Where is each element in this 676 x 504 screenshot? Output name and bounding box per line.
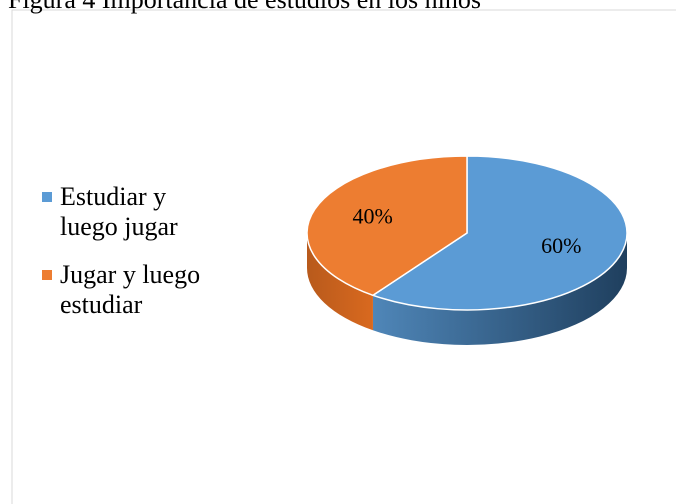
legend: Estudiar y luego jugar Jugar y luego estu…	[40, 182, 220, 338]
legend-item: Estudiar y luego jugar	[40, 182, 220, 242]
legend-swatch	[42, 192, 52, 202]
slice-side	[372, 233, 627, 345]
pie: 60% 40%	[306, 155, 628, 345]
slice	[306, 155, 468, 297]
chart-frame	[11, 9, 676, 504]
legend-label: Estudiar y luego jugar	[60, 182, 178, 241]
legend-label: Jugar y luego estudiar	[60, 260, 201, 319]
slice-side	[307, 233, 373, 331]
data-label: 40%	[352, 203, 392, 228]
chart-title: Figura 4 Importancia de estudios en los …	[8, 0, 481, 14]
slice	[371, 155, 628, 311]
legend-item: Jugar y luego estudiar	[40, 260, 220, 320]
data-label: 60%	[541, 233, 581, 258]
legend-swatch	[42, 270, 52, 280]
